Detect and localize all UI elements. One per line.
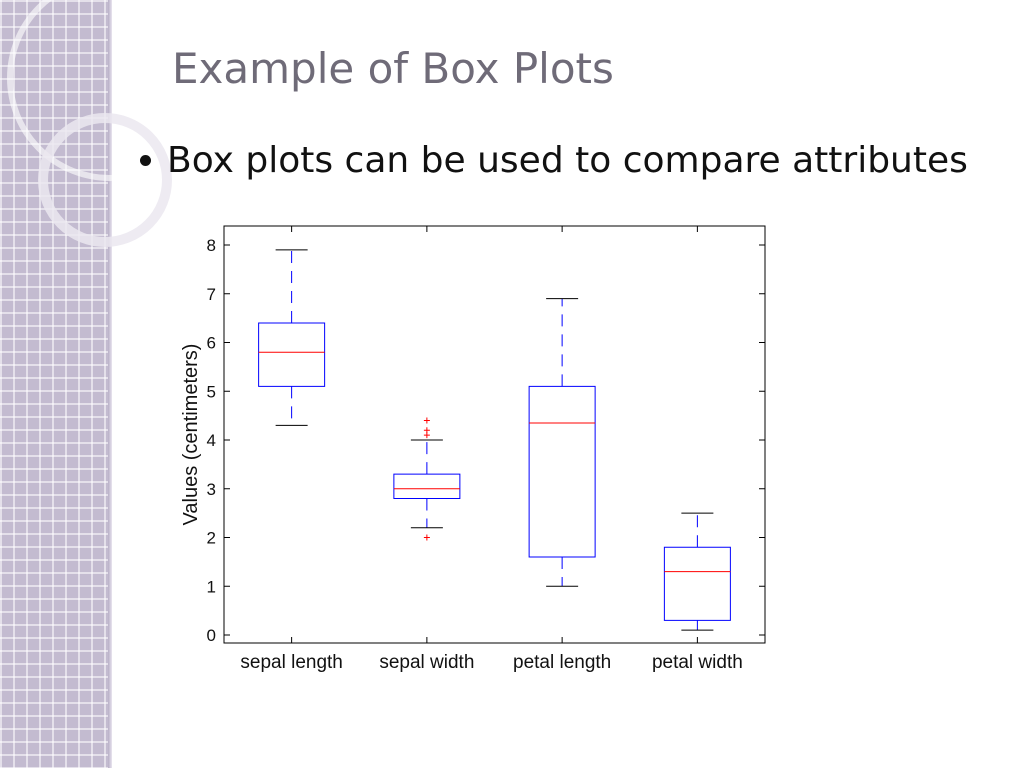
ring-large [7,0,213,181]
box-iqr [528,385,596,558]
plot-frame [223,225,766,644]
y-tick-label: 1 [207,577,216,596]
y-tick-label: 5 [207,382,216,401]
sidebar-edge [108,0,112,768]
bullet-text: Box plots can be used to compare attribu… [167,140,968,181]
y-tick-label: 0 [207,626,216,645]
y-tick-label: 7 [207,285,216,304]
box-iqr [663,546,731,621]
box-iqr [258,322,326,387]
x-tick-label: sepal length [240,652,342,673]
x-tick-label: sepal width [379,652,474,673]
bullet-item: Box plots can be used to compare attribu… [140,140,968,181]
y-tick-label: 3 [207,480,216,499]
box-iqr [393,473,461,499]
y-tick-label: 2 [207,529,216,548]
bullet-dot-icon [140,155,151,166]
ring-small [38,113,172,247]
slide-title: Example of Box Plots [172,44,614,93]
x-tick-label: petal width [652,652,743,673]
box-plot-chart: 0 1 2 3 4 5 6 7 8 Values (centimeters) sepal lengt… [180,225,766,673]
x-tick-label: petal length [513,652,611,673]
y-tick-label: 4 [207,431,216,450]
sidebar-pattern [0,0,112,768]
decorative-rings [7,0,213,247]
y-axis-label: Values (centimeters) [180,344,202,526]
y-tick-label: 6 [207,334,216,353]
y-tick-label: 8 [207,236,216,255]
